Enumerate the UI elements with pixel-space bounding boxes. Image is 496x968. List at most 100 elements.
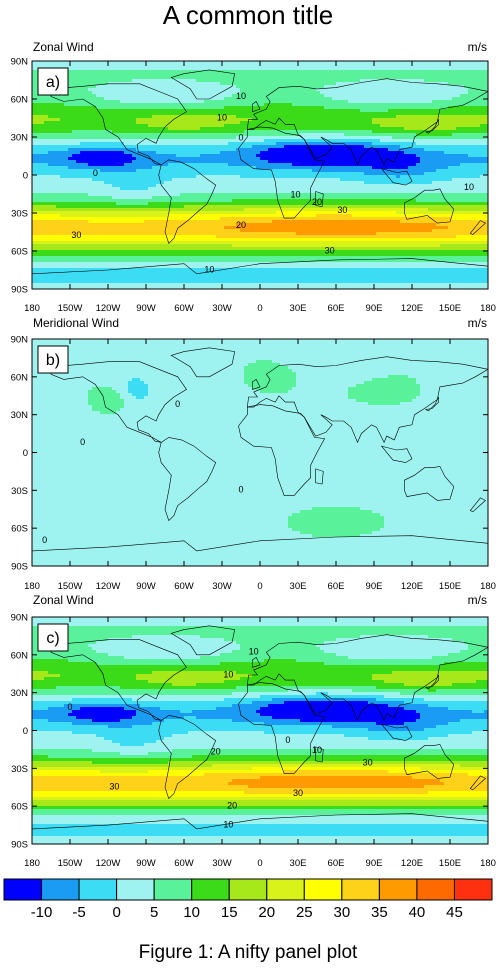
field-cell <box>72 94 77 98</box>
field-cell <box>444 121 449 125</box>
field-cell <box>348 76 353 80</box>
field-cell <box>304 115 309 119</box>
field-cell <box>416 127 421 131</box>
field-cell <box>420 82 425 86</box>
field-cell <box>84 136 89 140</box>
field-cell <box>216 166 221 170</box>
field-cell <box>80 79 85 83</box>
field-cell <box>332 136 337 140</box>
field-cell <box>316 79 321 83</box>
field-cell <box>468 82 473 86</box>
field-cell <box>332 151 337 155</box>
field-cell <box>84 109 89 113</box>
field-cell <box>380 139 385 143</box>
field-cell <box>84 148 89 152</box>
field-cell <box>52 151 57 155</box>
field-cell <box>472 142 477 146</box>
field-cell <box>212 109 217 113</box>
field-cell <box>148 76 153 80</box>
field-cell <box>72 169 77 173</box>
field-cell <box>380 154 385 158</box>
field-cell <box>184 130 189 134</box>
field-cell <box>348 145 353 149</box>
field-cell <box>276 139 281 143</box>
field-cell <box>452 82 457 86</box>
field-cell <box>464 133 469 137</box>
field-cell <box>300 139 305 143</box>
field-cell <box>36 121 41 125</box>
field-cell <box>104 70 109 74</box>
field-cell <box>372 103 377 107</box>
field-cell <box>48 154 53 158</box>
field-cell <box>432 100 437 104</box>
field-cell <box>300 88 305 92</box>
field-cell <box>284 94 289 98</box>
field-cell <box>392 136 397 140</box>
field-cell <box>164 130 169 134</box>
field-cell <box>260 70 265 74</box>
field-cell <box>100 67 105 71</box>
field-cell <box>476 160 481 164</box>
field-cell <box>112 79 117 83</box>
field-cell <box>292 142 297 146</box>
field-cell <box>296 148 301 152</box>
field-cell <box>468 121 473 125</box>
field-cell <box>404 139 409 143</box>
field-cell <box>92 94 97 98</box>
field-cell <box>368 151 373 155</box>
field-cell <box>68 97 73 101</box>
field-cell <box>92 91 97 95</box>
field-cell <box>52 64 57 68</box>
field-cell <box>136 61 141 65</box>
field-cell <box>320 130 325 134</box>
field-cell <box>64 169 69 173</box>
field-cell <box>252 76 257 80</box>
field-cell <box>160 103 165 107</box>
field-cell <box>292 91 297 95</box>
field-cell <box>200 115 205 119</box>
field-cell <box>56 109 61 113</box>
field-cell <box>460 121 465 125</box>
field-cell <box>412 103 417 107</box>
field-cell <box>228 160 233 164</box>
field-cell <box>436 112 441 116</box>
field-cell <box>472 94 477 98</box>
field-cell <box>128 94 133 98</box>
field-cell <box>288 127 293 131</box>
field-cell <box>372 82 377 86</box>
field-cell <box>136 76 141 80</box>
field-cell <box>192 103 197 107</box>
field-cell <box>312 133 317 137</box>
field-cell <box>164 88 169 92</box>
field-cell <box>176 127 181 131</box>
field-cell <box>68 103 73 107</box>
field-cell <box>348 130 353 134</box>
field-cell <box>396 163 401 167</box>
field-cell <box>116 124 121 128</box>
field-cell <box>204 142 209 146</box>
field-cell <box>296 124 301 128</box>
field-cell <box>308 157 313 161</box>
field-cell <box>172 82 177 86</box>
field-cell <box>392 148 397 152</box>
field-cell <box>256 148 261 152</box>
field-cell <box>408 157 413 161</box>
field-cell <box>220 145 225 149</box>
field-cell <box>420 61 425 65</box>
field-cell <box>208 118 213 122</box>
field-cell <box>192 115 197 119</box>
field-cell <box>392 130 397 134</box>
field-cell <box>200 88 205 92</box>
field-cell <box>412 130 417 134</box>
field-cell <box>52 109 57 113</box>
field-cell <box>292 154 297 158</box>
field-cell <box>76 118 81 122</box>
field-cell <box>140 64 145 68</box>
field-cell <box>180 166 185 170</box>
field-cell <box>376 97 381 101</box>
field-cell <box>84 73 89 77</box>
field-cell <box>72 157 77 161</box>
field-cell <box>44 139 49 143</box>
field-cell <box>460 154 465 158</box>
field-cell <box>476 136 481 140</box>
